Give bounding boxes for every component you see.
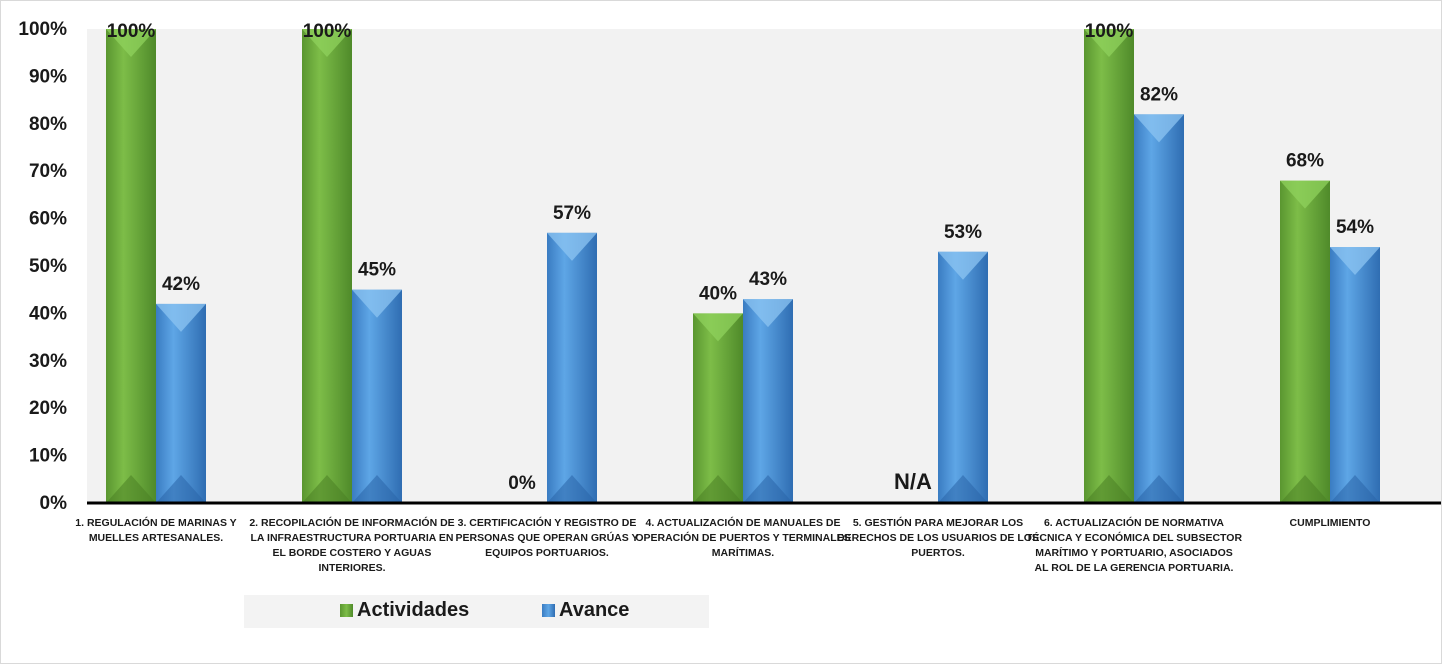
bar-actividades-7 <box>1280 180 1330 503</box>
y-tick-label: 10% <box>29 446 67 467</box>
y-tick-label: 100% <box>18 19 67 40</box>
bar-bevel-bottom-actividades-6 <box>1084 475 1134 503</box>
y-tick-label: 60% <box>29 209 67 230</box>
bar-bevel-top-avance-2 <box>352 289 402 318</box>
bar-bevel-bottom-actividades-1 <box>106 475 156 503</box>
bar-bevel-top-actividades-2 <box>302 29 352 57</box>
legend-label-actividades: Actividades <box>357 599 470 621</box>
y-tick-label: 20% <box>29 398 67 419</box>
bar-bevel-bottom-avance-4 <box>743 475 793 503</box>
data-label-actividades-7: 68% <box>1286 151 1324 172</box>
bar-bevel-bottom-actividades-2 <box>302 475 352 503</box>
category-label: LA INFRAESTRUCTURA PORTUARIA EN <box>251 532 454 544</box>
bar-bevel-top-actividades-1 <box>106 29 156 57</box>
category-label: AL ROL DE LA GERENCIA PORTUARIA. <box>1035 562 1234 574</box>
bar-bevel-bottom-avance-1 <box>156 475 206 503</box>
category-label: 2. RECOPILACIÓN DE INFORMACIÓN DE <box>249 516 454 529</box>
data-label-actividades-1: 100% <box>107 21 156 42</box>
bar-avance-2 <box>352 289 402 503</box>
category-label: TÉCNICA Y ECONÓMICA DEL SUBSECTOR <box>1026 531 1242 544</box>
bar-actividades-1 <box>106 29 156 503</box>
category-label: DERECHOS DE LOS USUARIOS DE LOS <box>837 532 1039 544</box>
bar-avance-5 <box>938 251 988 503</box>
bar-bevel-top-actividades-7 <box>1280 180 1330 209</box>
bar-bevel-top-actividades-6 <box>1084 29 1134 57</box>
legend: Actividades Avance <box>244 595 709 628</box>
data-label-avance-1: 42% <box>162 274 200 295</box>
bars <box>106 29 1380 503</box>
data-label-actividades-4: 40% <box>699 283 737 304</box>
data-label-avance-3: 57% <box>553 203 591 224</box>
legend-swatch-avance <box>542 604 555 617</box>
bar-avance-3 <box>547 232 597 503</box>
data-labels: 100% 100% 0% 40% N/A 100% 68% 42% 45% 57% 43% 53% 82… <box>107 21 1374 494</box>
category-label: OPERACIÓN DE PUERTOS Y TERMINALES <box>635 531 850 544</box>
data-label-actividades-2: 100% <box>303 21 352 42</box>
data-label-avance-5: 53% <box>944 222 982 243</box>
y-tick-label: 90% <box>29 66 67 87</box>
category-label: 6. ACTUALIZACIÓN DE NORMATIVA <box>1044 516 1224 529</box>
bar-bevel-top-avance-6 <box>1134 114 1184 143</box>
category-labels: 1. REGULACIÓN DE MARINAS Y MUELLES ARTESA… <box>75 516 1370 574</box>
y-tick-label: 0% <box>40 493 68 514</box>
bar-bevel-top-avance-4 <box>743 299 793 328</box>
legend-swatch-actividades <box>340 604 353 617</box>
category-label: EQUIPOS PORTUARIOS. <box>485 547 609 559</box>
data-label-avance-7: 54% <box>1336 217 1374 238</box>
bar-bevel-top-avance-7 <box>1330 247 1380 276</box>
legend-item-actividades: Actividades <box>340 599 469 622</box>
bar-bevel-bottom-avance-2 <box>352 475 402 503</box>
bar-bevel-bottom-actividades-7 <box>1280 475 1330 503</box>
bar-bevel-bottom-actividades-4 <box>693 475 743 503</box>
data-label-actividades-6: 100% <box>1085 21 1134 42</box>
category-label: PERSONAS QUE OPERAN GRÚAS Y <box>455 531 638 544</box>
category-label: PUERTOS. <box>911 547 965 559</box>
bar-bevel-top-actividades-4 <box>693 313 743 342</box>
data-label-avance-2: 45% <box>358 260 396 281</box>
category-label: MARÍTIMO Y PORTUARIO, ASOCIADOS <box>1035 546 1233 559</box>
y-tick-label: 40% <box>29 303 67 324</box>
bar-actividades-2 <box>302 29 352 503</box>
bar-bevel-bottom-avance-6 <box>1134 475 1184 503</box>
category-label: CUMPLIMIENTO <box>1290 517 1371 529</box>
data-label-avance-4: 43% <box>749 269 787 290</box>
data-label-actividades-3: 0% <box>508 473 536 494</box>
y-tick-label: 80% <box>29 114 67 135</box>
bar-bevel-top-avance-5 <box>938 251 988 280</box>
bar-actividades-6 <box>1084 29 1134 503</box>
category-label: 5. GESTIÓN PARA MEJORAR LOS <box>853 516 1023 529</box>
data-label-avance-6: 82% <box>1140 84 1178 105</box>
category-label: INTERIORES. <box>318 562 385 574</box>
bar-bevel-bottom-avance-5 <box>938 475 988 503</box>
category-label: MUELLES ARTESANALES. <box>89 532 223 544</box>
bar-bevel-top-avance-3 <box>547 232 597 261</box>
bar-bevel-bottom-avance-3 <box>547 475 597 503</box>
y-tick-label: 70% <box>29 161 67 182</box>
data-label-actividades-5: N/A <box>894 469 932 494</box>
category-label: MARÍTIMAS. <box>712 546 774 559</box>
bar-avance-1 <box>156 303 206 503</box>
category-label: EL BORDE COSTERO Y AGUAS <box>273 547 432 559</box>
bar-actividades-4 <box>693 313 743 503</box>
y-tick-label: 30% <box>29 351 67 372</box>
bar-bevel-bottom-avance-7 <box>1330 475 1380 503</box>
category-label: 1. REGULACIÓN DE MARINAS Y <box>75 516 236 529</box>
bar-bevel-top-avance-1 <box>156 303 206 332</box>
bar-avance-7 <box>1330 247 1380 503</box>
legend-item-avance: Avance <box>542 599 629 622</box>
y-tick-label: 50% <box>29 256 67 277</box>
bar-avance-6 <box>1134 114 1184 503</box>
category-label: 3. CERTIFICACIÓN Y REGISTRO DE <box>458 516 637 529</box>
y-axis: 0% 10% 20% 30% 40% 50% 60% 70% 80% 90% 100% <box>18 19 67 514</box>
legend-label-avance: Avance <box>559 599 630 621</box>
bar-avance-4 <box>743 299 793 503</box>
category-label: 4. ACTUALIZACIÓN DE MANUALES DE <box>645 516 840 529</box>
